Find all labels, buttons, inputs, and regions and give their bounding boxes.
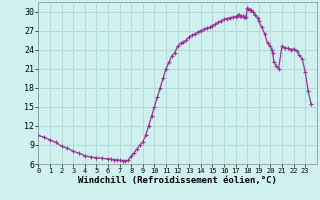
X-axis label: Windchill (Refroidissement éolien,°C): Windchill (Refroidissement éolien,°C) [78, 176, 277, 185]
